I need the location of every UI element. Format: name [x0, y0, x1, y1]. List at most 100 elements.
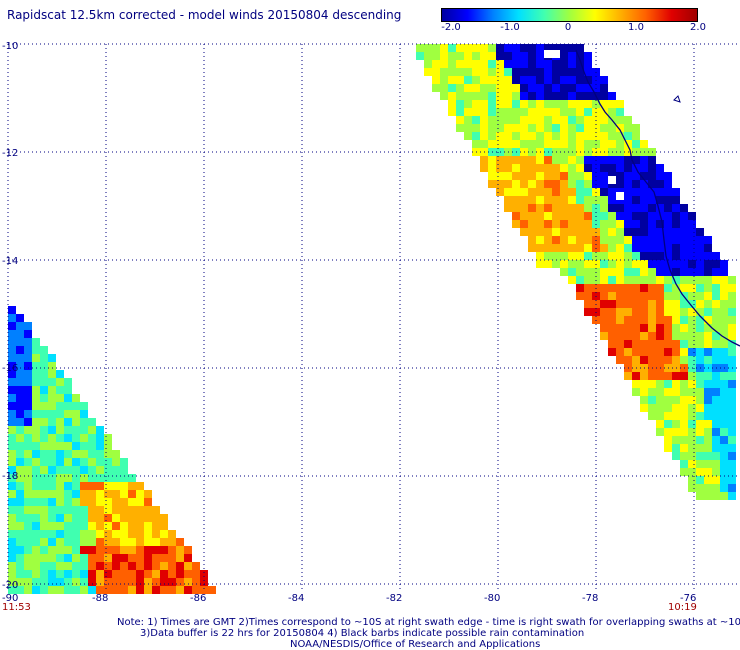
- wind-cell: [104, 530, 112, 538]
- wind-cell: [88, 514, 96, 522]
- wind-cell: [488, 164, 496, 172]
- wind-cell: [568, 180, 576, 188]
- wind-cell: [632, 372, 640, 380]
- wind-cell: [656, 340, 664, 348]
- wind-cell: [496, 172, 504, 180]
- wind-cell: [32, 538, 40, 546]
- wind-cell: [488, 84, 496, 92]
- wind-cell: [504, 60, 512, 68]
- wind-cell: [648, 388, 656, 396]
- wind-cell: [728, 484, 736, 492]
- colorbar-tick: 2.0: [690, 22, 706, 33]
- wind-cell: [728, 324, 736, 332]
- wind-cell: [656, 428, 664, 436]
- wind-cell: [640, 252, 648, 260]
- wind-cell: [608, 300, 616, 308]
- wind-cell: [464, 52, 472, 60]
- wind-cell: [104, 554, 112, 562]
- wind-cell: [144, 530, 152, 538]
- wind-cell: [672, 356, 680, 364]
- wind-cell: [576, 68, 584, 76]
- wind-cell: [552, 196, 560, 204]
- wind-cell: [104, 578, 112, 586]
- wind-cell: [464, 116, 472, 124]
- lat-label: -14: [2, 256, 18, 267]
- wind-cell: [512, 140, 520, 148]
- wind-cell: [136, 538, 144, 546]
- wind-cell: [696, 348, 704, 356]
- wind-cell: [688, 468, 696, 476]
- wind-cell: [80, 442, 88, 450]
- wind-cell: [576, 156, 584, 164]
- wind-cell: [600, 172, 608, 180]
- wind-cell: [664, 388, 672, 396]
- wind-cell: [600, 188, 608, 196]
- wind-cell: [696, 332, 704, 340]
- wind-cell: [416, 44, 424, 52]
- wind-cell: [480, 60, 488, 68]
- wind-cell: [560, 124, 568, 132]
- wind-cell: [112, 578, 120, 586]
- wind-cell: [704, 276, 712, 284]
- wind-cell: [672, 300, 680, 308]
- wind-cell: [80, 410, 88, 418]
- wind-cell: [576, 212, 584, 220]
- wind-cell: [128, 562, 136, 570]
- wind-cell: [568, 92, 576, 100]
- wind-cell: [680, 428, 688, 436]
- wind-cell: [48, 386, 56, 394]
- wind-cell: [616, 108, 624, 116]
- wind-cell: [624, 284, 632, 292]
- wind-cell: [64, 394, 72, 402]
- wind-cell: [704, 428, 712, 436]
- wind-cell: [472, 44, 480, 52]
- wind-cell: [664, 188, 672, 196]
- wind-cell: [496, 100, 504, 108]
- wind-cell: [696, 436, 704, 444]
- wind-cell: [720, 316, 728, 324]
- lat-label: -10: [2, 41, 18, 52]
- wind-cell: [576, 132, 584, 140]
- wind-cell: [640, 356, 648, 364]
- wind-cell: [104, 522, 112, 530]
- wind-cell: [48, 506, 56, 514]
- wind-cell: [640, 348, 648, 356]
- wind-cell: [632, 180, 640, 188]
- wind-cell: [664, 372, 672, 380]
- wind-cell: [56, 370, 64, 378]
- wind-cell: [704, 412, 712, 420]
- wind-cell: [720, 412, 728, 420]
- wind-cell: [712, 380, 720, 388]
- wind-cell: [24, 338, 32, 346]
- wind-cell: [504, 68, 512, 76]
- wind-cell: [680, 220, 688, 228]
- wind-cell: [16, 554, 24, 562]
- wind-cell: [504, 164, 512, 172]
- wind-cell: [184, 554, 192, 562]
- wind-cell: [176, 578, 184, 586]
- wind-cell: [672, 404, 680, 412]
- wind-cell: [528, 116, 536, 124]
- gap-cell: [544, 50, 552, 58]
- wind-cell: [624, 172, 632, 180]
- wind-cell: [120, 554, 128, 562]
- wind-cell: [552, 100, 560, 108]
- wind-cell: [640, 380, 648, 388]
- wind-cell: [112, 498, 120, 506]
- wind-cell: [568, 164, 576, 172]
- wind-cell: [104, 498, 112, 506]
- wind-cell: [664, 332, 672, 340]
- wind-cell: [632, 252, 640, 260]
- wind-cell: [728, 380, 736, 388]
- wind-cell: [664, 340, 672, 348]
- wind-cell: [16, 458, 24, 466]
- wind-cell: [640, 276, 648, 284]
- wind-cell: [624, 356, 632, 364]
- wind-cell: [608, 324, 616, 332]
- wind-cell: [56, 434, 64, 442]
- wind-cell: [456, 76, 464, 84]
- wind-cell: [656, 268, 664, 276]
- wind-cell: [16, 546, 24, 554]
- wind-cell: [8, 514, 16, 522]
- wind-cell: [56, 418, 64, 426]
